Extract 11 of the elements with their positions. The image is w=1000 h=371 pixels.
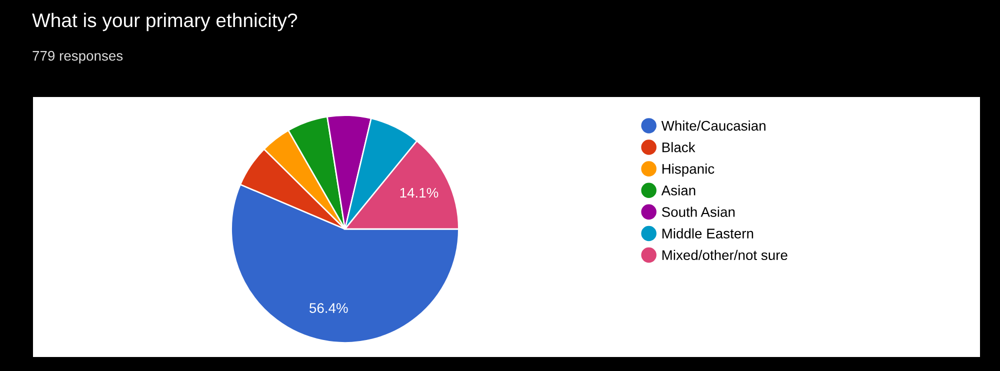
legend-label: South Asian <box>662 206 735 217</box>
legend-label: Asian <box>661 185 696 196</box>
legend-label: Black <box>662 142 696 152</box>
data-label: 14.1% <box>400 188 438 198</box>
data-label: 56.4% <box>310 303 348 313</box>
legend-label: Hispanic <box>662 164 714 177</box>
legend-label: White/Caucasian <box>661 120 766 131</box>
legend-label: Middle Eastern <box>662 228 754 238</box>
chart-title: What is your primary ethnicity? <box>32 12 298 32</box>
legend-label: Mixed/other/not sure <box>662 250 788 260</box>
text: 779 responses <box>32 50 123 64</box>
